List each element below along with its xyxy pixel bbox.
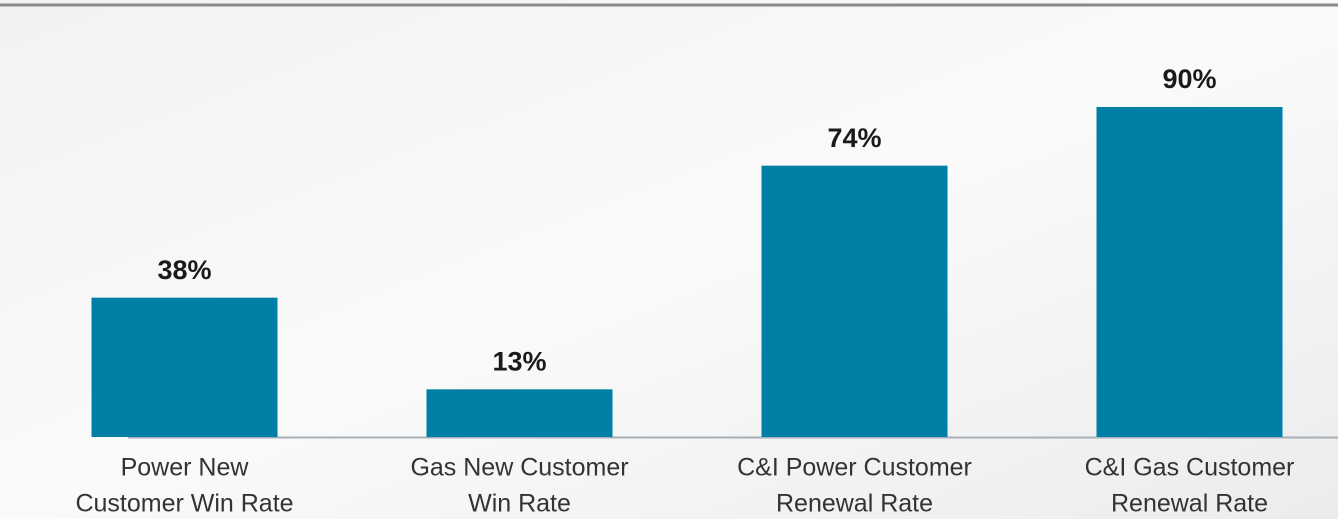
x-tick-label: C&I Power Customer: [737, 454, 972, 482]
value-label: 90%: [1162, 64, 1216, 94]
x-tick-label: Renewal Rate: [776, 490, 933, 518]
value-label: 74%: [827, 123, 881, 153]
x-tick-label: C&I Gas Customer: [1085, 454, 1295, 482]
bar: [426, 389, 613, 437]
bar: [91, 297, 278, 437]
x-tick-label: Win Rate: [468, 490, 571, 518]
x-tick-label: Customer Win Rate: [75, 490, 293, 518]
x-tick-label: Power New: [121, 454, 250, 482]
bar: [761, 165, 948, 437]
bar: [1096, 107, 1283, 437]
value-label: 13%: [492, 346, 546, 376]
x-tick-label: Renewal Rate: [1111, 490, 1268, 518]
value-label: 38%: [157, 255, 211, 285]
x-tick-label: Gas New Customer: [410, 454, 628, 482]
